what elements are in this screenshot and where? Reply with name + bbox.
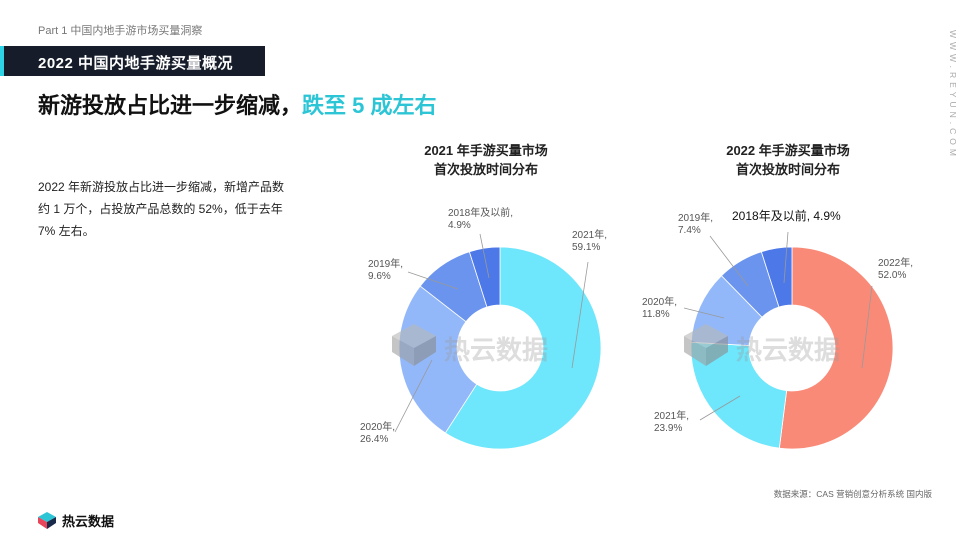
chart-2-value-label-4: 7.4%: [678, 225, 701, 236]
footer-logo: 热云数据: [36, 510, 114, 530]
chart-2-title: 2022 年手游买量市场 首次投放时间分布: [678, 141, 898, 179]
chart-2-label-5: 2018年及以前, 4.9%: [732, 208, 841, 223]
section-accent: [0, 46, 4, 76]
chart-2-slice-1: [778, 246, 894, 450]
chart-1-value-label-1: 59.1%: [572, 242, 600, 253]
footer-logo-text: 热云数据: [62, 513, 115, 529]
part-label: Part 1 中国内地手游市场买量洞察: [38, 25, 203, 37]
chart-2-title-line1: 2022 年手游买量市场: [726, 143, 850, 158]
chart-2-slice-5: [760, 246, 793, 308]
chart-1-label-2: 2020年,: [360, 420, 395, 433]
chart-2-label-2: 2021年,: [654, 409, 689, 422]
chart-2-leader-2: [699, 395, 741, 421]
headline-main: 新游投放占比进一步缩减，: [38, 93, 303, 118]
chart-2-title-line2: 首次投放时间分布: [735, 162, 840, 177]
chart-1-leader-4: [479, 233, 490, 279]
chart-1-leader-3: [407, 271, 459, 290]
section-title-bar: 2022 中国内地手游买量概况: [0, 46, 265, 76]
watermark-text: 热云数据: [736, 335, 840, 365]
chart-2-value-label-3: 11.8%: [642, 309, 670, 320]
chart-1-leader-1: [571, 261, 589, 369]
logo-icon: [38, 512, 56, 529]
chart-1-value-label-4: 4.9%: [448, 220, 471, 231]
chart-1-slice-2: [398, 285, 478, 434]
chart-2-leader-3: [683, 307, 725, 319]
chart-2-watermark: 热云数据: [684, 324, 840, 366]
description-text: 2022 年新游投放占比进一步缩减，新增产品数约 1 万个，占投放产品总数的 5…: [38, 180, 285, 238]
chart-2-label-1: 2022年,: [878, 256, 913, 269]
data-source: 数据来源：CAS 营销创意分析系统 国内版: [773, 489, 932, 499]
chart-1-label-1: 2021年,: [572, 228, 607, 241]
chart-1-donut: [398, 246, 602, 450]
chart-2-value-label-1: 52.0%: [878, 270, 906, 281]
chart-1-label-4: 2018年及以前,: [448, 206, 513, 219]
chart-1-slice-1: [444, 246, 602, 450]
chart-1-value-label-2: 26.4%: [360, 434, 388, 445]
chart-2-donut: [690, 246, 894, 450]
chart-1-title-line1: 2021 年手游买量市场: [424, 143, 548, 158]
side-url: WWW.REYUN.COM: [948, 30, 958, 160]
chart-2-leader-4: [709, 235, 749, 287]
chart-2-leader-5: [783, 231, 789, 284]
chart-1-label-3: 2019年,: [368, 257, 403, 270]
chart-1-title: 2021 年手游买量市场 首次投放时间分布: [376, 141, 596, 179]
section-title: 2022 中国内地手游买量概况: [38, 55, 234, 72]
chart-1-watermark: 热云数据: [392, 324, 548, 366]
chart-1-title-line2: 首次投放时间分布: [433, 162, 538, 177]
headline-highlight: 跌至 5 成左右: [302, 93, 437, 118]
chart-1-slice-4: [468, 246, 501, 308]
chart-2-value-label-2: 23.9%: [654, 423, 682, 434]
chart-2-label-3: 2020年,: [642, 295, 677, 308]
headline: 新游投放占比进一步缩减，跌至 5 成左右: [38, 88, 436, 120]
chart-1-leader-2: [394, 359, 433, 433]
chart-1-value-label-3: 9.6%: [368, 271, 391, 282]
chart-2-leader-1: [861, 285, 873, 369]
watermark-text: 热云数据: [444, 335, 548, 365]
chart-2-label-4: 2019年,: [678, 211, 713, 224]
